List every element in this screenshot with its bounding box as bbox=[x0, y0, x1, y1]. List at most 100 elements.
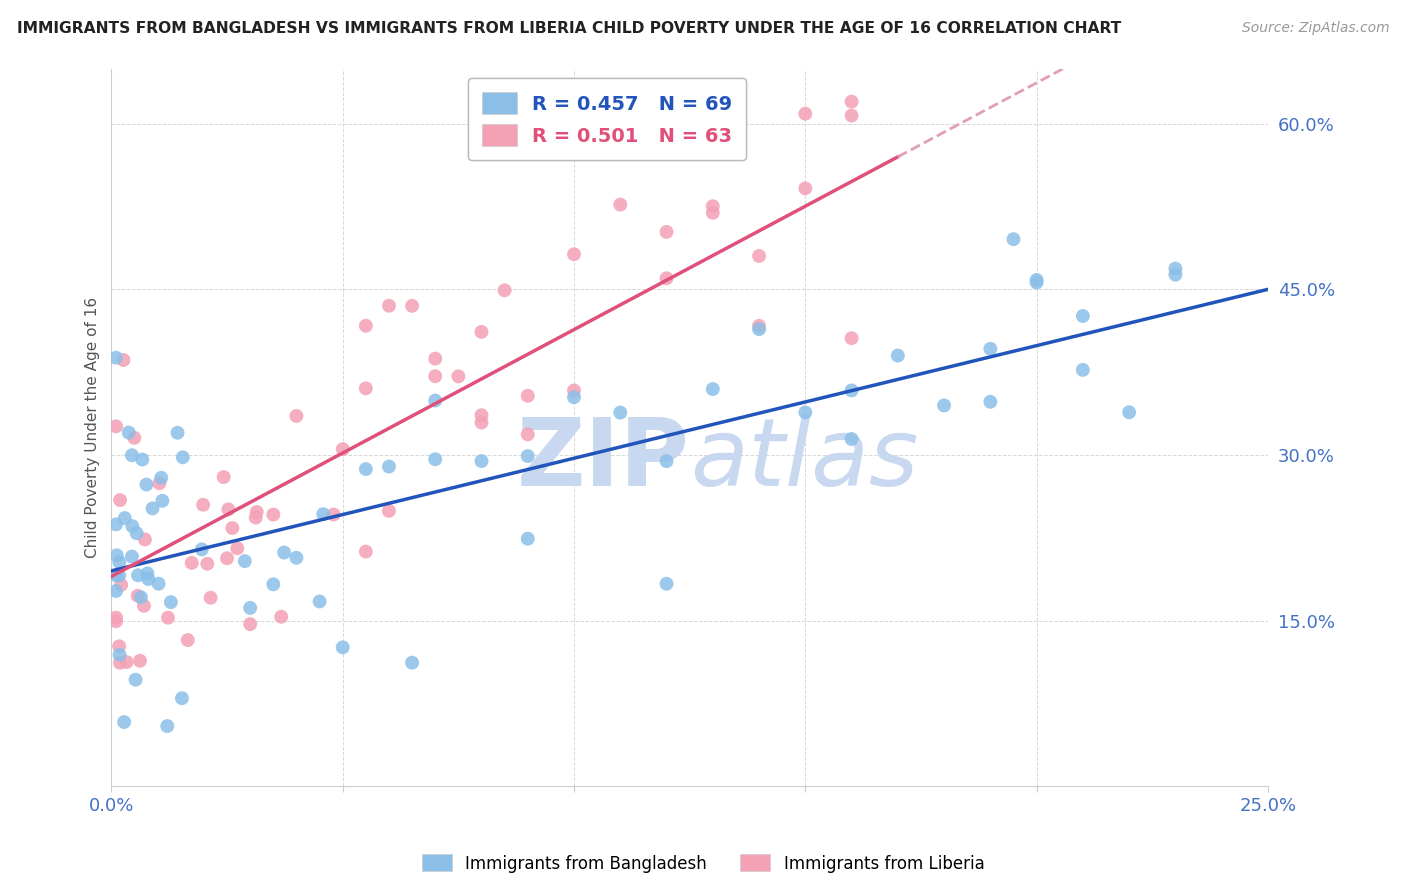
Point bbox=[150, 471, 173, 485]
Point bbox=[354, 544, 377, 558]
Point bbox=[180, 556, 202, 570]
Point bbox=[794, 106, 817, 120]
Point bbox=[470, 325, 492, 339]
Point bbox=[233, 554, 256, 568]
Point bbox=[246, 505, 269, 519]
Point bbox=[425, 393, 447, 408]
Point bbox=[748, 249, 770, 263]
Point bbox=[1164, 268, 1187, 282]
Point bbox=[378, 459, 401, 474]
Point bbox=[609, 197, 631, 211]
Point bbox=[308, 594, 330, 608]
Y-axis label: Child Poverty Under the Age of 16: Child Poverty Under the Age of 16 bbox=[86, 297, 100, 558]
Point bbox=[322, 508, 344, 522]
Point bbox=[108, 640, 131, 654]
Point bbox=[841, 384, 863, 398]
Point bbox=[425, 452, 447, 467]
Point bbox=[516, 427, 538, 442]
Point bbox=[170, 691, 193, 706]
Point bbox=[114, 511, 136, 525]
Point bbox=[105, 610, 128, 624]
Point bbox=[129, 654, 152, 668]
Point bbox=[470, 416, 492, 430]
Point bbox=[156, 719, 179, 733]
Point bbox=[516, 449, 538, 463]
Point bbox=[979, 394, 1001, 409]
Point bbox=[226, 541, 249, 556]
Point bbox=[262, 508, 284, 522]
Point bbox=[748, 318, 770, 333]
Point bbox=[105, 614, 128, 628]
Point bbox=[1002, 232, 1025, 246]
Point bbox=[131, 452, 153, 467]
Point bbox=[401, 299, 423, 313]
Point bbox=[156, 610, 179, 624]
Text: ZIP: ZIP bbox=[517, 414, 690, 506]
Point bbox=[172, 450, 194, 465]
Point bbox=[425, 369, 447, 384]
Point bbox=[134, 533, 156, 547]
Point bbox=[112, 353, 135, 368]
Point bbox=[655, 454, 678, 468]
Point bbox=[425, 351, 447, 366]
Point bbox=[841, 432, 863, 446]
Point bbox=[562, 247, 585, 261]
Point bbox=[748, 322, 770, 336]
Point bbox=[105, 584, 128, 599]
Point bbox=[273, 545, 295, 559]
Point bbox=[702, 199, 724, 213]
Point bbox=[655, 271, 678, 285]
Point bbox=[470, 454, 492, 468]
Point bbox=[447, 369, 470, 384]
Point bbox=[354, 318, 377, 333]
Point bbox=[562, 390, 585, 404]
Point bbox=[148, 476, 170, 491]
Point bbox=[125, 526, 148, 541]
Point bbox=[217, 502, 239, 516]
Point bbox=[1071, 309, 1094, 323]
Point bbox=[1025, 276, 1047, 290]
Point bbox=[150, 493, 173, 508]
Point bbox=[702, 382, 724, 396]
Point bbox=[1118, 405, 1140, 419]
Point bbox=[378, 299, 401, 313]
Point bbox=[177, 633, 200, 648]
Point bbox=[609, 406, 631, 420]
Point bbox=[212, 470, 235, 484]
Point bbox=[108, 656, 131, 670]
Point bbox=[124, 673, 146, 687]
Point bbox=[200, 591, 222, 605]
Point bbox=[108, 568, 131, 582]
Point bbox=[239, 617, 262, 632]
Point bbox=[354, 381, 377, 395]
Point bbox=[655, 576, 678, 591]
Point bbox=[195, 557, 218, 571]
Text: Source: ZipAtlas.com: Source: ZipAtlas.com bbox=[1241, 21, 1389, 35]
Point bbox=[702, 206, 724, 220]
Point bbox=[312, 507, 335, 521]
Point bbox=[105, 351, 128, 365]
Point bbox=[148, 576, 170, 591]
Point bbox=[221, 521, 243, 535]
Point bbox=[270, 609, 292, 624]
Point bbox=[470, 408, 492, 422]
Point bbox=[127, 568, 149, 582]
Point bbox=[108, 555, 131, 569]
Point bbox=[127, 589, 149, 603]
Point bbox=[105, 568, 128, 582]
Legend: Immigrants from Bangladesh, Immigrants from Liberia: Immigrants from Bangladesh, Immigrants f… bbox=[415, 847, 991, 880]
Point bbox=[129, 591, 152, 605]
Point bbox=[332, 640, 354, 655]
Point bbox=[285, 409, 308, 423]
Point bbox=[136, 566, 159, 581]
Point bbox=[132, 599, 155, 613]
Point bbox=[105, 419, 128, 434]
Point bbox=[121, 549, 143, 564]
Point bbox=[135, 477, 157, 491]
Point bbox=[262, 577, 284, 591]
Point bbox=[108, 648, 131, 662]
Legend: R = 0.457   N = 69, R = 0.501   N = 63: R = 0.457 N = 69, R = 0.501 N = 63 bbox=[468, 78, 747, 160]
Point bbox=[191, 542, 214, 557]
Point bbox=[516, 389, 538, 403]
Point bbox=[108, 493, 131, 508]
